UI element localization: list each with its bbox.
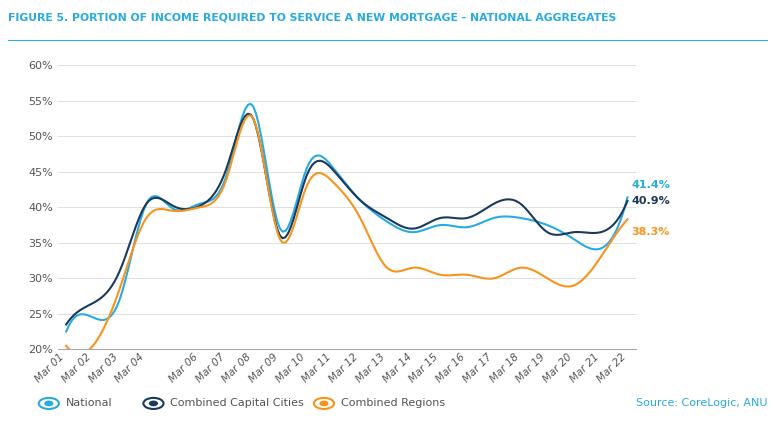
Text: 40.9%: 40.9%: [632, 196, 670, 206]
Text: National: National: [66, 398, 112, 409]
Text: 41.4%: 41.4%: [632, 180, 670, 190]
Text: Combined Capital Cities: Combined Capital Cities: [170, 398, 305, 409]
Text: Source: CoreLogic, ANU: Source: CoreLogic, ANU: [636, 398, 767, 409]
Text: 38.3%: 38.3%: [632, 227, 670, 237]
Text: FIGURE 5. PORTION OF INCOME REQUIRED TO SERVICE A NEW MORTGAGE - NATIONAL AGGREG: FIGURE 5. PORTION OF INCOME REQUIRED TO …: [8, 13, 616, 23]
Text: Combined Regions: Combined Regions: [341, 398, 445, 409]
